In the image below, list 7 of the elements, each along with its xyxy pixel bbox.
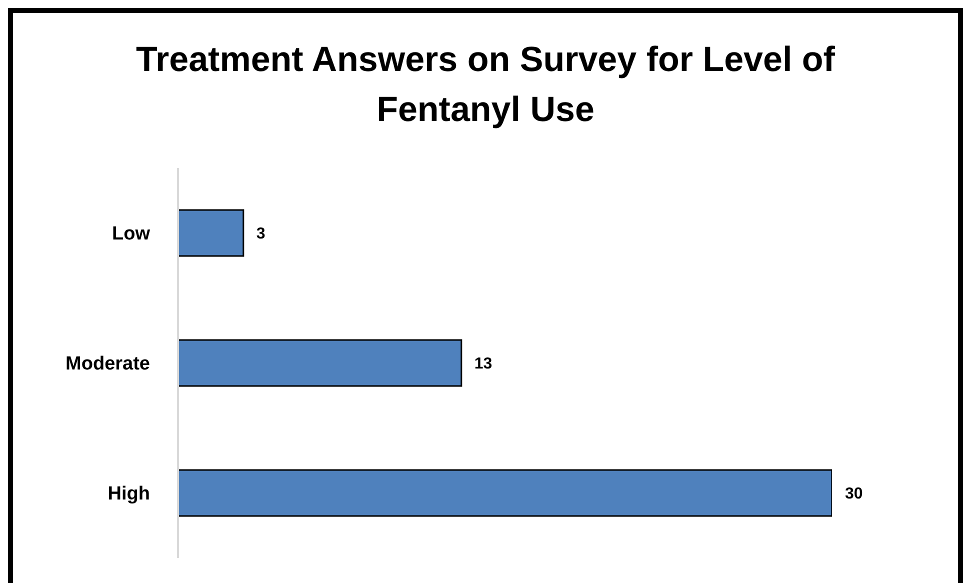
y-tick-label: Low bbox=[112, 224, 150, 245]
data-label: 30 bbox=[845, 486, 863, 503]
y-tick-label: Moderate bbox=[66, 354, 150, 375]
chart-title: Treatment Answers on Survey for Level of Fentanyl Use bbox=[135, 39, 836, 131]
y-tick-label: High bbox=[108, 484, 150, 505]
data-label: 3 bbox=[256, 226, 266, 243]
data-label: 13 bbox=[474, 356, 492, 373]
